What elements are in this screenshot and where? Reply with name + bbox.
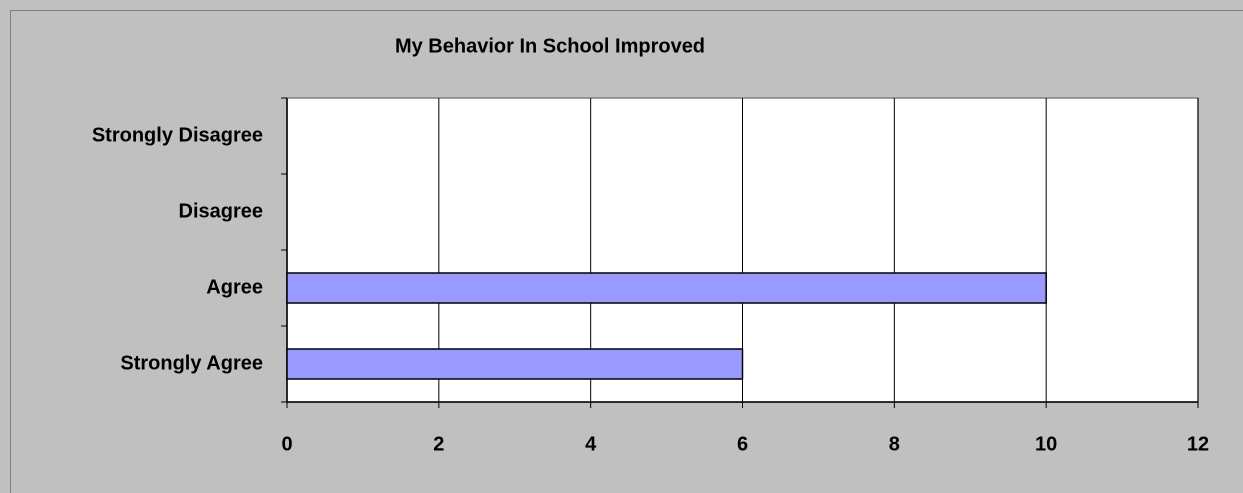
y-tick-label: Strongly Disagree (92, 124, 263, 146)
x-tick-label: 0 (281, 433, 292, 455)
x-tick-label: 2 (433, 433, 444, 455)
chart-title: My Behavior In School Improved (395, 35, 705, 57)
x-tick-label: 4 (585, 433, 597, 455)
x-tick-label: 6 (737, 433, 748, 455)
bar (286, 272, 1047, 304)
chart-border (10, 10, 1243, 493)
y-tick-label: Agree (206, 276, 263, 298)
x-tick-label: 8 (889, 433, 900, 455)
x-tick-label: 12 (1187, 433, 1209, 455)
y-tick-label: Strongly Agree (120, 352, 263, 374)
x-tick-label: 10 (1035, 433, 1057, 455)
bar (286, 348, 744, 380)
y-tick-label: Disagree (179, 200, 264, 222)
